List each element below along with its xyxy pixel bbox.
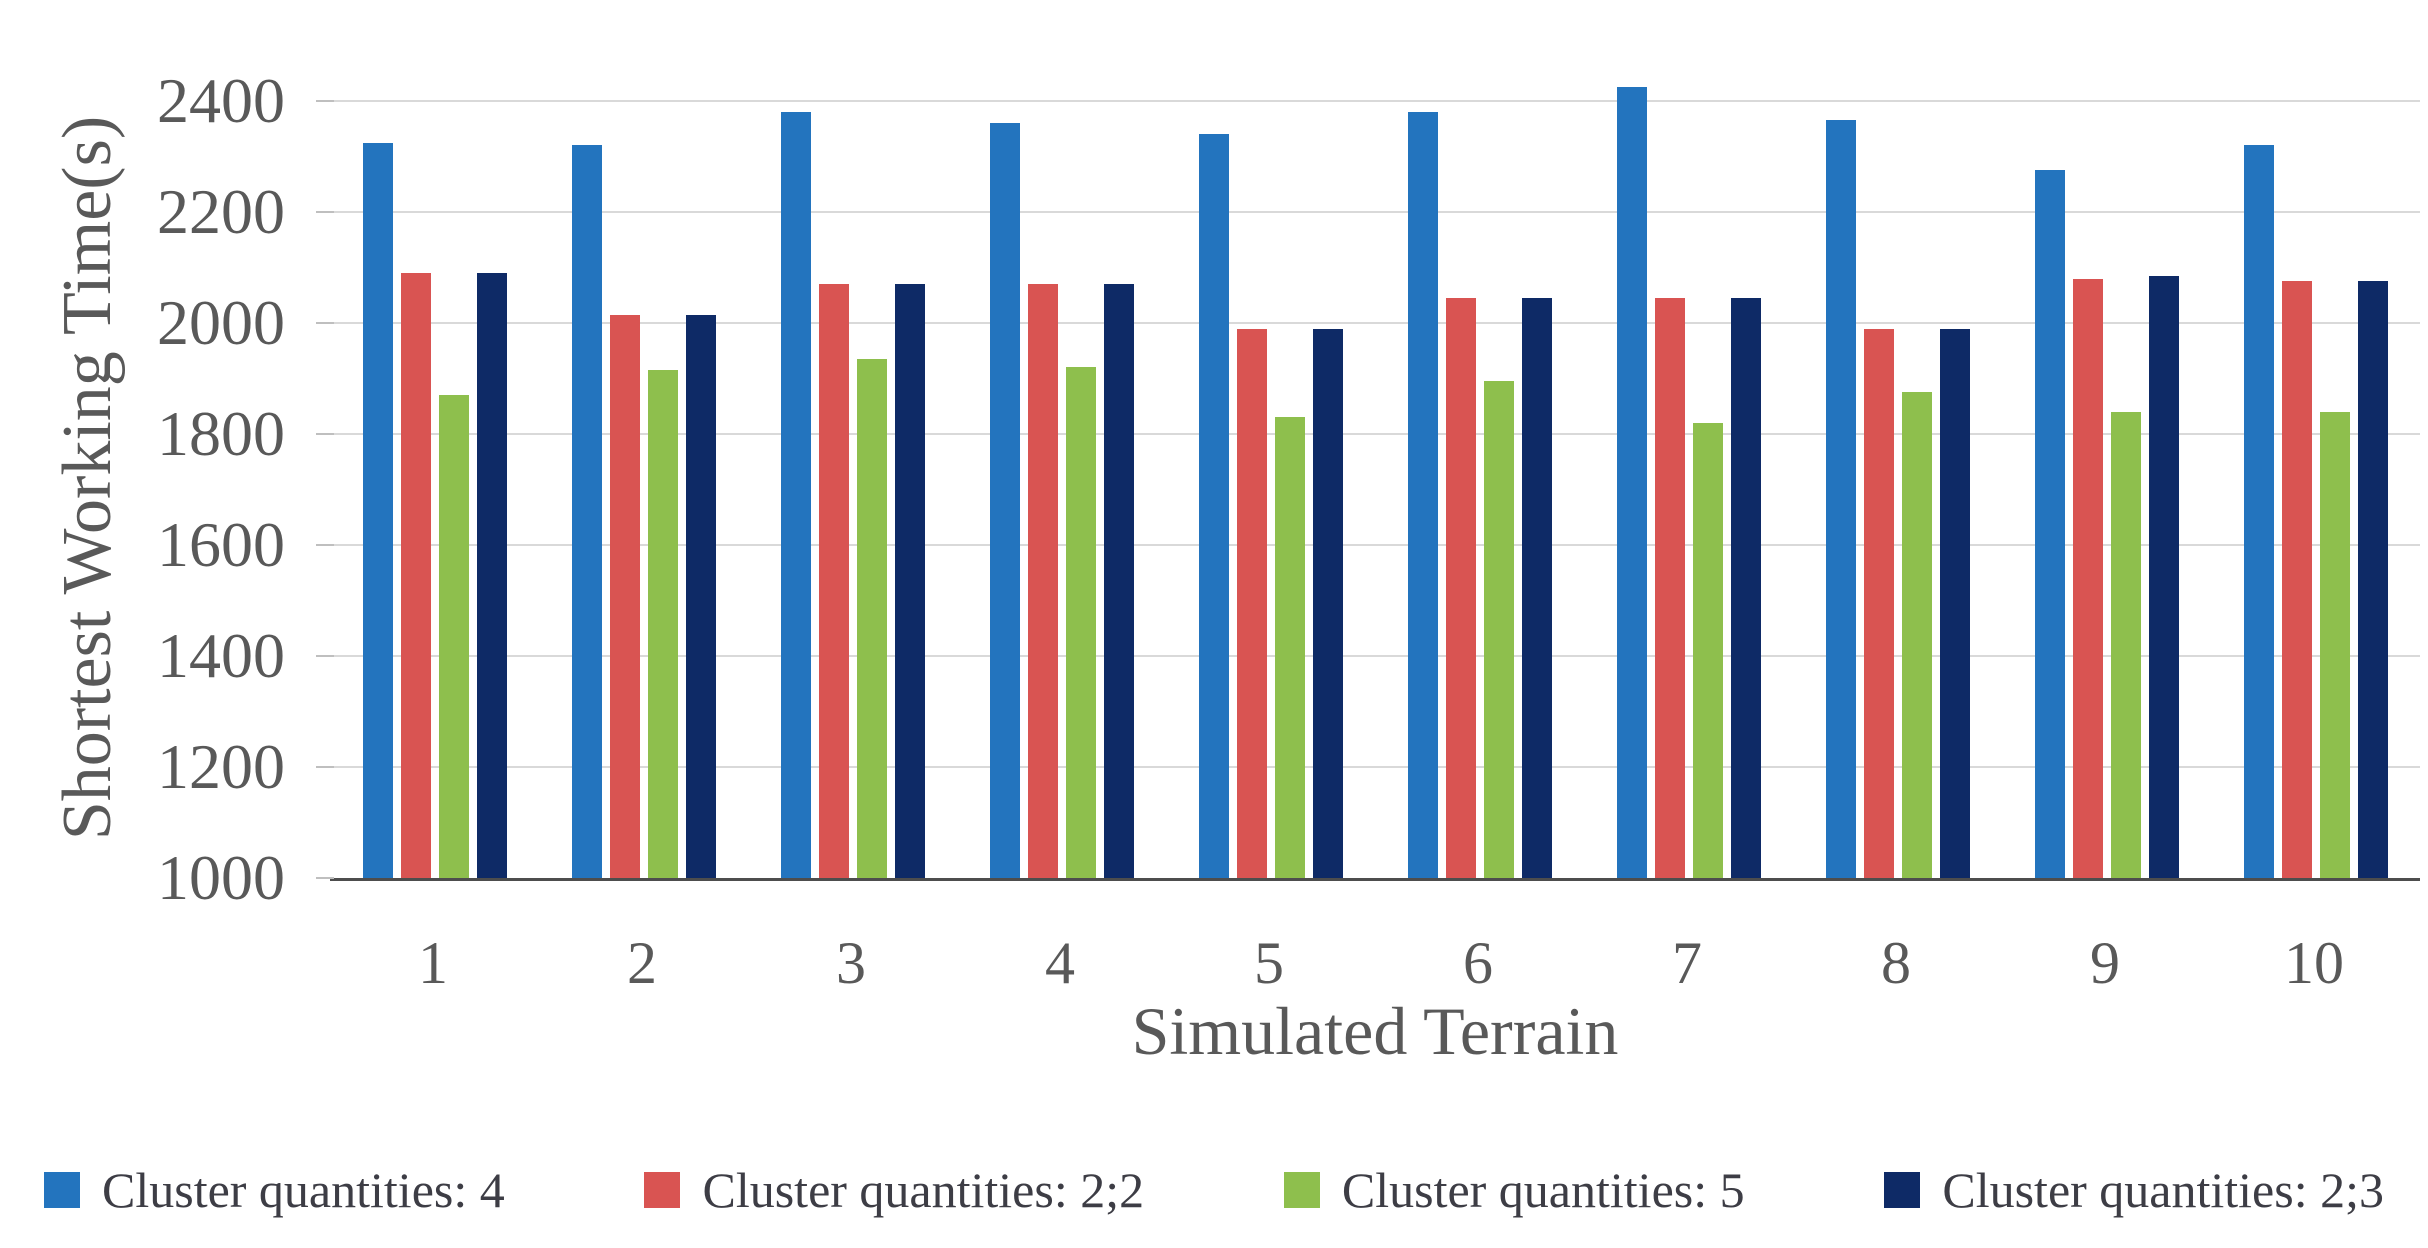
bar-series2-terrain10 [2282,281,2312,878]
bar-series2-terrain9 [2073,279,2103,878]
y-tick-label-2200: 2200 [157,176,285,247]
y-tick-label-1800: 1800 [157,398,285,469]
bar-series2-terrain3 [819,284,849,878]
x-tick-label-7: 7 [1672,930,1702,996]
x-tick-label-3: 3 [836,930,866,996]
y-tick-label-2000: 2000 [157,287,285,358]
gridline-y-2200 [330,211,2420,213]
x-tick-label-9: 9 [2090,930,2120,996]
bar-series3-terrain10 [2320,412,2350,878]
x-tick-label-10: 10 [2284,930,2344,996]
bar-series3-terrain5 [1275,417,1305,878]
chart-legend: Cluster quantities: 4 Cluster quantities:… [0,1158,2428,1222]
gridline-y-1800 [330,433,2420,435]
y-tick-label-1400: 1400 [157,620,285,691]
y-tick-mark-1600 [316,544,334,546]
legend-item-4: Cluster quantities: 2;3 [1884,1158,2384,1222]
bar-series2-terrain6 [1446,298,1476,878]
legend-label: Cluster quantities: 2;3 [1942,1162,2384,1218]
bar-series3-terrain8 [1902,392,1932,878]
y-tick-label-1200: 1200 [157,731,285,802]
bar-series4-terrain1 [477,273,507,878]
x-tick-label-8: 8 [1881,930,1911,996]
gridline-y-2400 [330,100,2420,102]
plot-area [330,87,2420,881]
bar-series1-terrain6 [1408,112,1438,878]
legend-swatch-icon [1884,1172,1921,1208]
bar-series2-terrain5 [1237,329,1267,878]
bar-series3-terrain2 [648,370,678,878]
legend-item-2: Cluster quantities: 2;2 [644,1158,1144,1222]
bar-series1-terrain5 [1199,134,1229,878]
y-tick-mark-1800 [316,433,334,435]
bar-series3-terrain1 [439,395,469,878]
bar-series4-terrain6 [1522,298,1552,878]
y-tick-label-1000: 1000 [157,842,285,913]
bar-series3-terrain7 [1693,423,1723,878]
bar-series4-terrain4 [1104,284,1134,878]
legend-item-1: Cluster quantities: 4 [44,1158,505,1222]
bar-series3-terrain9 [2111,412,2141,878]
gridline-y-2000 [330,322,2420,324]
bar-series2-terrain2 [610,315,640,878]
legend-label: Cluster quantities: 2;2 [702,1162,1145,1218]
bar-series4-terrain5 [1313,329,1343,878]
y-tick-mark-1200 [316,766,334,768]
legend-label: Cluster quantities: 5 [1341,1162,1745,1218]
bar-series3-terrain3 [857,359,887,878]
gridline-y-1200 [330,766,2420,768]
bar-series4-terrain2 [686,315,716,878]
gridline-y-1600 [330,544,2420,546]
bar-series1-terrain9 [2035,170,2065,878]
bar-series4-terrain7 [1731,298,1761,878]
legend-swatch-icon [644,1172,681,1208]
legend-label: Cluster quantities: 4 [102,1162,505,1218]
bar-series1-terrain4 [990,123,1020,878]
bar-series4-terrain8 [1940,329,1970,878]
x-tick-label-1: 1 [418,930,448,996]
y-tick-label-2400: 2400 [157,65,285,136]
x-tick-label-6: 6 [1463,930,1493,996]
bar-series2-terrain4 [1028,284,1058,878]
legend-item-3: Cluster quantities: 5 [1283,1158,1745,1222]
bar-series2-terrain7 [1655,298,1685,878]
y-tick-mark-2200 [316,211,334,213]
x-tick-label-5: 5 [1254,930,1284,996]
legend-swatch-icon [1283,1172,1320,1208]
y-tick-mark-1000 [316,877,334,879]
x-tick-label-4: 4 [1045,930,1075,996]
x-axis-title: Simulated Terrain [1131,993,1619,1069]
bar-series1-terrain2 [572,145,602,878]
bar-series1-terrain8 [1826,120,1856,878]
bar-series4-terrain10 [2358,281,2388,878]
y-tick-label-1600: 1600 [157,509,285,580]
bar-series3-terrain4 [1066,367,1096,878]
y-tick-mark-2400 [316,100,334,102]
gridline-y-1400 [330,655,2420,657]
y-tick-mark-2000 [316,322,334,324]
y-tick-mark-1400 [316,655,334,657]
x-tick-label-2: 2 [627,930,657,996]
legend-swatch-icon [44,1172,80,1208]
bar-series1-terrain7 [1617,87,1647,878]
bar-series4-terrain3 [895,284,925,878]
bar-series1-terrain1 [363,143,393,878]
bar-series1-terrain10 [2244,145,2274,878]
bar-series2-terrain1 [401,273,431,878]
bar-series4-terrain9 [2149,276,2179,878]
bar-series3-terrain6 [1484,381,1514,878]
bar-series1-terrain3 [781,112,811,878]
bar-series2-terrain8 [1864,329,1894,878]
